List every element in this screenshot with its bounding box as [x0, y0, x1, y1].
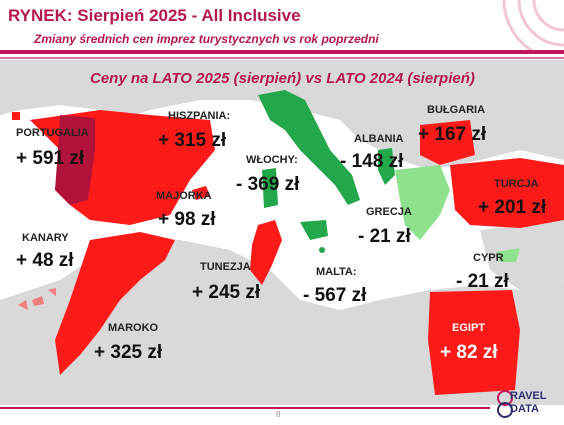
country-albania [378, 148, 395, 185]
islands-kanary [18, 288, 56, 310]
country-wlochy [258, 90, 360, 205]
country-bulgaria [420, 120, 475, 165]
header-divider-thin [0, 57, 564, 59]
island-malta [319, 247, 325, 253]
island-sycylia [300, 220, 328, 240]
value-maroko: + 325 zł [94, 342, 163, 363]
value-tunezja: + 245 zł [192, 282, 261, 303]
country-maroko [55, 232, 175, 375]
label-tunezja: TUNEZJA [200, 261, 251, 273]
page-subtitle: Zmiany średnich cen imprez turystycznych… [34, 32, 379, 46]
label-majorka: MAJORKA [156, 190, 212, 202]
value-cypr: - 21 zł [456, 271, 509, 292]
logo-text-top: RAVEL [510, 390, 547, 402]
label-portugalia: PORTUGALIA [16, 127, 89, 139]
country-turcja [450, 158, 564, 228]
value-majorka: + 98 zł [158, 209, 216, 230]
mediterranean-map [0, 60, 564, 405]
value-bulgaria: + 167 zł [418, 124, 487, 145]
label-albania: ALBANIA [354, 133, 404, 145]
value-albania: - 148 zł [340, 151, 404, 172]
country-tunezja [250, 220, 282, 285]
land-middle-east [480, 220, 564, 290]
label-grecja: GRECJA [366, 206, 412, 218]
value-kanary: + 48 zł [16, 250, 74, 271]
value-hiszpania: + 315 zł [158, 130, 227, 151]
value-grecja: - 21 zł [358, 226, 411, 247]
value-wlochy: - 369 zł [236, 174, 300, 195]
page-number: 8 [276, 410, 281, 419]
label-hiszpania: HISZPANIA: [168, 110, 231, 122]
label-wlochy: WŁOCHY: [246, 154, 298, 166]
country-grecja [395, 165, 450, 240]
value-egipt: + 82 zł [440, 342, 498, 363]
island-cypr [496, 248, 520, 262]
header-divider [0, 50, 564, 54]
logo-text-bottom: DATA [510, 403, 539, 415]
label-kanary: KANARY [22, 232, 69, 244]
logo-mark-icon [497, 390, 513, 418]
island-sardynia [262, 168, 278, 208]
label-malta: MALTA: [316, 266, 357, 278]
label-turcja: TURCJA [494, 178, 539, 190]
land-africa [0, 240, 564, 405]
country-portugalia [55, 115, 95, 205]
label-egipt: EGIPT [452, 322, 486, 334]
value-malta: - 567 zł [303, 285, 367, 306]
country-egipt [428, 290, 520, 395]
label-maroko: MAROKO [108, 322, 159, 334]
map-title: Ceny na LATO 2025 (sierpień) vs LATO 202… [90, 70, 475, 87]
value-turcja: + 201 zł [478, 197, 547, 218]
travel-data-logo: RAVEL DATA [496, 388, 560, 420]
value-portugalia: + 591 zł [16, 148, 85, 169]
island-azores [12, 112, 20, 120]
page-title: RYNEK: Sierpień 2025 - All Inclusive [8, 6, 301, 25]
label-cypr: CYPR [473, 252, 504, 264]
decorative-circles [502, 0, 564, 50]
label-bulgaria: BUŁGARIA [427, 104, 486, 116]
footer-divider [0, 407, 490, 409]
island-majorka [192, 186, 210, 200]
